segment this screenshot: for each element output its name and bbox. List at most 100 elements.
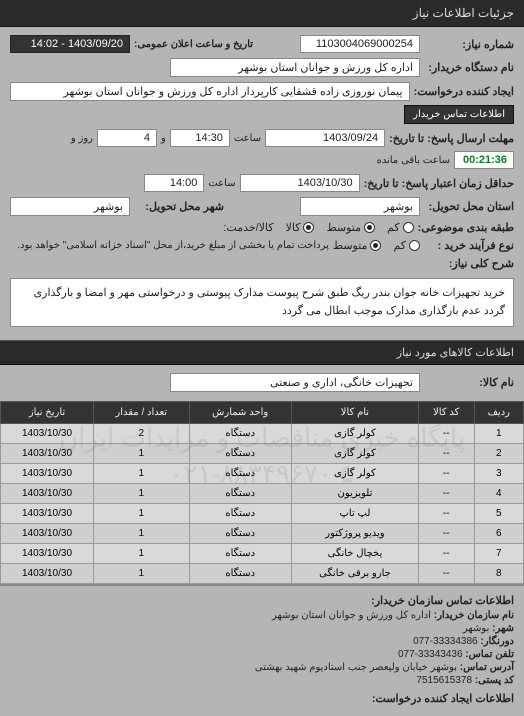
table-cell: 1403/10/30 xyxy=(1,424,94,444)
deadline-label: مهلت ارسال پاسخ: تا تاریخ: xyxy=(389,132,514,145)
footer-org: اداره کل ورزش و جوانان استان بوشهر xyxy=(272,610,431,621)
table-cell: 1 xyxy=(93,484,189,504)
budget-label: طبقه بندی موضوعی: xyxy=(418,221,514,234)
buyer-value: اداره کل ورزش و جوانان استان بوشهر xyxy=(170,58,420,77)
process-label: نوع فرآیند خرید : xyxy=(424,239,514,252)
table-cell: دستگاه xyxy=(189,564,291,584)
delivery-prov-label: استان محل تحویل: xyxy=(424,200,514,213)
footer-fax-label: دورنگار: xyxy=(480,636,514,647)
table-cell: -- xyxy=(418,544,474,564)
process-radio-group: کم متوسط xyxy=(333,239,420,252)
req-no-value: 1103004069000254 xyxy=(300,35,420,53)
table-row: 1--کولر گازیدستگاه21403/10/30 xyxy=(1,424,524,444)
table-cell: 8 xyxy=(474,564,523,584)
budget-radio-group: کم متوسط کالا کالا/خدمت: xyxy=(223,221,413,234)
pub-date-value: 1403/09/20 - 14:02 xyxy=(10,35,130,53)
footer-addr: بوشهر خیابان ولیعصر جنب استادیوم شهید به… xyxy=(255,662,457,673)
table-row: 6--ویدیو پروژکتوردستگاه11403/10/30 xyxy=(1,524,524,544)
table-row: 5--لپ تاپدستگاه11403/10/30 xyxy=(1,504,524,524)
remain-label: ساعت باقی مانده xyxy=(377,155,450,166)
goods-filter-row: نام کالا: تجهیزات خانگی، اداری و صنعتی xyxy=(0,365,524,401)
table-cell: کولر گازی xyxy=(291,464,418,484)
footer-city: بوشهر xyxy=(463,623,489,634)
goods-table: ردیفکد کالانام کالاواحد شمارشتعداد / مقد… xyxy=(0,401,524,584)
table-cell: 1403/10/30 xyxy=(1,484,94,504)
radio-med[interactable] xyxy=(364,222,375,233)
footer-phone-label: تلفن تماس: xyxy=(465,649,514,660)
radio-proc-low[interactable] xyxy=(409,240,420,251)
table-wrap: پایگاه خبری مناقصات و مزایدات ایران ۰۲۱-… xyxy=(0,401,524,584)
table-cell: 1 xyxy=(93,464,189,484)
process-note: پرداخت تمام یا بخشی از مبلغ خرید،از محل … xyxy=(17,240,329,251)
days-label: روز و xyxy=(71,133,93,144)
valid-label: حداقل زمان اعتبار پاسخ: تا تاریخ: xyxy=(364,177,514,190)
table-cell: 1403/10/30 xyxy=(1,464,94,484)
table-cell: -- xyxy=(418,564,474,584)
req-no-label: شماره نیاز: xyxy=(424,38,514,51)
contact-buyer-button[interactable]: اطلاعات تماس خریدار xyxy=(404,105,514,124)
radio-proc-med[interactable] xyxy=(370,240,381,251)
radio-proc-med-label: متوسط xyxy=(333,239,368,252)
table-header: ردیف xyxy=(474,402,523,424)
table-cell: 1 xyxy=(474,424,523,444)
table-cell: 7 xyxy=(474,544,523,564)
table-cell: 1403/10/30 xyxy=(1,564,94,584)
table-header: کد کالا xyxy=(418,402,474,424)
creator-value: پیمان نوروزی زاده قشقایی کارپرداز اداره … xyxy=(10,82,410,101)
table-row: 8--جارو برقی خانگیدستگاه11403/10/30 xyxy=(1,564,524,584)
table-cell: -- xyxy=(418,484,474,504)
buyer-label: نام دستگاه خریدار: xyxy=(424,61,514,74)
table-header: تعداد / مقدار xyxy=(93,402,189,424)
table-cell: 2 xyxy=(474,444,523,464)
footer-post-label: کد پستی: xyxy=(475,675,514,686)
table-cell: لپ تاپ xyxy=(291,504,418,524)
table-row: 3--کولر گازیدستگاه11403/10/30 xyxy=(1,464,524,484)
pub-date-label: تاریخ و ساعت اعلان عمومی: xyxy=(134,39,253,50)
desc-label: شرح کلی نیاز: xyxy=(424,257,514,270)
panel-header: جزئیات اطلاعات نیاز xyxy=(0,0,524,27)
radio-low[interactable] xyxy=(403,222,414,233)
delivery-prov-value: بوشهر xyxy=(300,197,420,216)
table-header: واحد شمارش xyxy=(189,402,291,424)
countdown: 00:21:36 xyxy=(454,151,514,169)
kala-service-label: کالا/خدمت: xyxy=(223,221,273,234)
footer: اطلاعات تماس سازمان خریدار: نام سازمان خ… xyxy=(0,584,524,716)
deadline-time: 14:30 xyxy=(170,129,230,147)
table-cell: 4 xyxy=(474,484,523,504)
table-cell: دستگاه xyxy=(189,444,291,464)
table-cell: جارو برقی خانگی xyxy=(291,564,418,584)
footer-req-contact-title: اطلاعات ایجاد کننده درخواست: xyxy=(10,692,514,705)
valid-date: 1403/10/30 xyxy=(240,174,360,192)
radio-low-label: کم xyxy=(387,221,400,234)
footer-addr-label: آدرس تماس: xyxy=(460,662,514,673)
table-cell: 1403/10/30 xyxy=(1,504,94,524)
creator-label: ایجاد کننده درخواست: xyxy=(414,85,514,98)
table-cell: 1 xyxy=(93,564,189,584)
table-cell: 1403/10/30 xyxy=(1,544,94,564)
table-cell: -- xyxy=(418,464,474,484)
table-cell: یخچال خانگی xyxy=(291,544,418,564)
radio-med-label: متوسط xyxy=(326,221,361,234)
table-cell: کولر گازی xyxy=(291,444,418,464)
table-cell: دستگاه xyxy=(189,524,291,544)
table-cell: دستگاه xyxy=(189,464,291,484)
table-cell: 1 xyxy=(93,544,189,564)
table-cell: -- xyxy=(418,424,474,444)
table-cell: دستگاه xyxy=(189,544,291,564)
valid-time: 14:00 xyxy=(144,174,204,192)
footer-fax: 33334386-077 xyxy=(413,636,478,647)
delivery-city-value: بوشهر xyxy=(10,197,130,216)
goods-name-value: تجهیزات خانگی، اداری و صنعتی xyxy=(170,373,420,392)
footer-phone: 33343436-077 xyxy=(398,649,463,660)
goods-name-label: نام کالا: xyxy=(424,376,514,389)
table-cell: -- xyxy=(418,524,474,544)
table-cell: تلویزیون xyxy=(291,484,418,504)
radio-kala[interactable] xyxy=(303,222,314,233)
footer-org-label: نام سازمان خریدار: xyxy=(434,610,514,621)
form-area: شماره نیاز: 1103004069000254 تاریخ و ساع… xyxy=(0,27,524,340)
table-row: 4--تلویزیوندستگاه11403/10/30 xyxy=(1,484,524,504)
hour-label-2: ساعت xyxy=(208,178,235,189)
table-cell: کولر گازی xyxy=(291,424,418,444)
table-row: 2--کولر گازیدستگاه11403/10/30 xyxy=(1,444,524,464)
table-cell: 5 xyxy=(474,504,523,524)
